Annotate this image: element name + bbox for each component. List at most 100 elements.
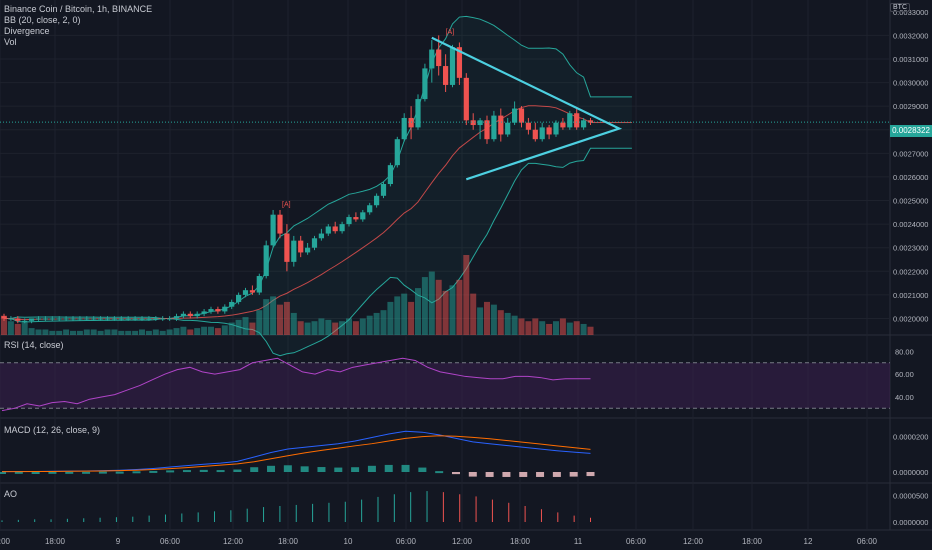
candle-body [194, 313, 200, 317]
candle-body [167, 318, 173, 320]
candle-body [574, 113, 580, 128]
candle-body [63, 318, 69, 320]
time-tick-label: 18:00 [510, 537, 531, 546]
volume-bar [56, 330, 63, 335]
volume-bar [456, 279, 463, 335]
macd-histogram-bar [199, 469, 208, 472]
volume-bar [532, 318, 539, 335]
macd-histogram-bar [367, 465, 376, 472]
macd-histogram-bar [250, 467, 259, 472]
volume-bar [435, 279, 442, 335]
volume-bar [118, 330, 125, 335]
candle-body [443, 66, 449, 85]
candle-body [560, 122, 566, 128]
candle-body [449, 47, 456, 85]
volume-bar [539, 321, 546, 335]
candle-body [394, 139, 400, 166]
candle-body [567, 113, 573, 128]
candle-body [367, 205, 373, 213]
volume-bar [408, 301, 415, 335]
macd-histogram-bar [82, 471, 91, 474]
volume-bar [14, 323, 21, 335]
candle-body [284, 233, 290, 262]
candle-body [546, 127, 552, 135]
candle-body [518, 108, 525, 123]
candle-body [29, 318, 35, 321]
candle-body [270, 214, 276, 246]
candle-body [353, 217, 359, 220]
macd-histogram-bar [267, 465, 276, 472]
volume-bar [228, 322, 235, 335]
volume-bar [83, 329, 90, 335]
time-tick-label: 10 [344, 537, 353, 546]
volume-bar [97, 330, 104, 335]
macd-tick-label: 0.0000000 [893, 468, 928, 477]
candle-body [125, 318, 131, 320]
price-tick-label: 0.0031000 [893, 55, 928, 64]
price-tick-label: 0.0026000 [893, 173, 928, 182]
macd-histogram-bar [48, 471, 57, 474]
macd-histogram-bar [14, 471, 23, 474]
volume-bar [214, 328, 221, 335]
macd-histogram-bar [132, 471, 141, 474]
candle-body [477, 120, 483, 126]
macd-histogram-bar [166, 470, 175, 473]
candle-body [539, 127, 545, 140]
volume-bar [208, 326, 214, 335]
ao-tick-label: 0.0000000 [893, 518, 928, 527]
volume-bar [442, 290, 449, 335]
divergence-marker: [A] [282, 201, 291, 208]
candle-body [325, 226, 331, 234]
price-tick-label-top: 0.0033000 [893, 8, 928, 17]
macd-histogram-bar [233, 469, 242, 472]
candle-body [553, 122, 559, 135]
macd-histogram-bar [485, 472, 494, 477]
volume-bar [380, 310, 387, 335]
volume-bar [70, 330, 76, 335]
bb-upper-band [4, 15, 632, 319]
main-legend: Binance Coin / Bitcoin, 1h, BINANCE BB (… [4, 4, 152, 48]
volume-bar [277, 304, 283, 335]
price-tick-label: 0.0030000 [893, 79, 928, 88]
candle-body [525, 122, 531, 130]
candle-body [98, 318, 104, 320]
volume-bar [463, 255, 470, 335]
volume-bar [111, 329, 118, 335]
volume-bar [366, 315, 373, 335]
candle-body [408, 117, 414, 128]
ao-tick-label: 0.0000500 [893, 491, 928, 500]
volume-bar [546, 323, 553, 335]
volume-bar [125, 330, 132, 335]
currency-badge[interactable]: BTC [890, 3, 910, 12]
volume-bar [139, 329, 145, 335]
candle-body [263, 245, 269, 277]
macd-tick-label: 0.0000200 [893, 433, 928, 442]
candle-body [153, 318, 159, 320]
candle-body [77, 318, 83, 320]
volume-bar [566, 322, 573, 335]
macd-histogram-bar [401, 464, 410, 472]
candle-body [470, 120, 476, 126]
macd-histogram-bar [435, 471, 444, 474]
candle-body [505, 122, 511, 135]
rsi-tick-label: 80.00 [895, 347, 914, 356]
candle-body [401, 117, 407, 140]
volume-bar [304, 322, 311, 335]
price-tick-label: 0.0027000 [893, 149, 928, 158]
volume-bar [504, 312, 511, 335]
time-tick-label: 06:00 [396, 537, 417, 546]
candle-body [581, 120, 587, 128]
candle-body [111, 318, 117, 320]
macd-histogram-bar [569, 472, 578, 477]
macd-histogram-bar [468, 472, 477, 477]
volume-bar [21, 322, 28, 335]
candle-body [1, 316, 7, 319]
rsi-tick-label: 60.00 [895, 370, 914, 379]
candle-body [429, 49, 435, 69]
candle-body [187, 313, 193, 317]
candle-body [208, 309, 214, 312]
volume-bar [490, 304, 497, 335]
candle-body [456, 47, 462, 78]
macd-histogram-bar [115, 471, 124, 474]
